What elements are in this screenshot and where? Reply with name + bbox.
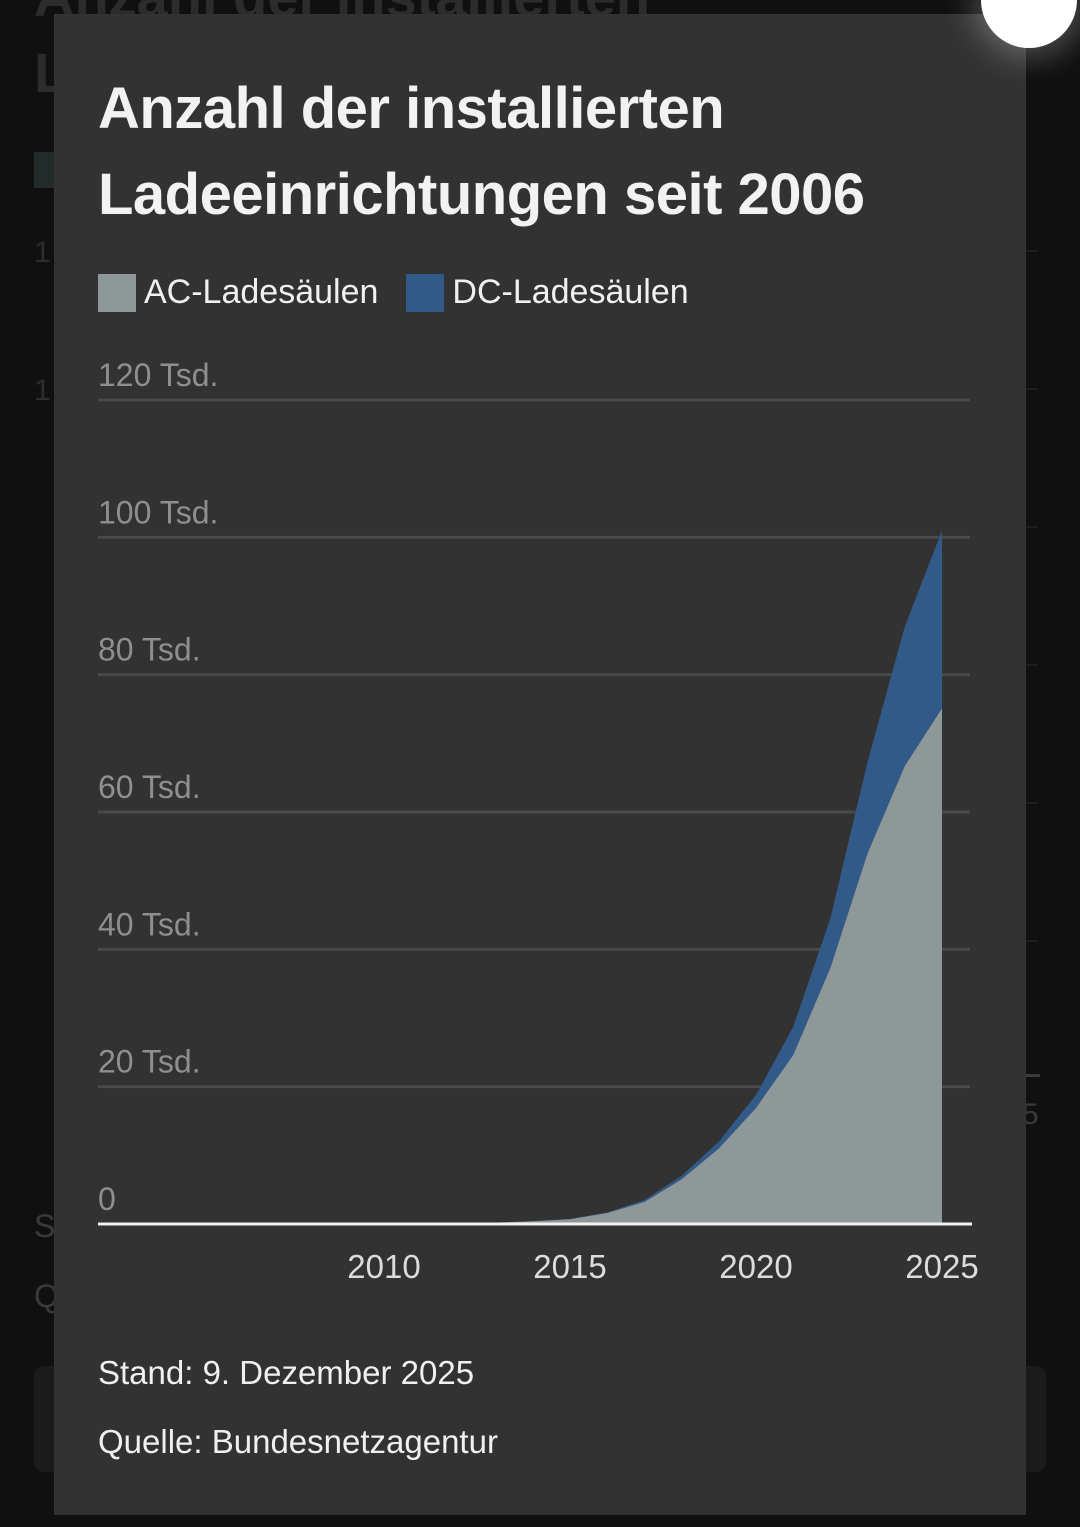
y-tick-label: 60 Tsd. bbox=[98, 769, 201, 805]
y-tick-label: 100 Tsd. bbox=[98, 494, 218, 530]
background-gridline bbox=[1026, 526, 1038, 528]
legend-label-ac: AC-Ladesäulen bbox=[144, 273, 379, 311]
legend-swatch-ac bbox=[98, 273, 136, 312]
y-tick-label: 20 Tsd. bbox=[98, 1044, 201, 1080]
legend-item-ac: AC-Ladesäulen bbox=[98, 273, 378, 312]
x-tick-label: 2025 bbox=[905, 1248, 978, 1285]
x-tick-label: 2010 bbox=[347, 1248, 420, 1285]
chart-stand-date: Stand: 9. Dezember 2025 bbox=[98, 1354, 475, 1391]
x-tick-label: 2020 bbox=[719, 1248, 792, 1285]
x-axis-ticks: 2010 2015 2020 2025 bbox=[347, 1248, 978, 1285]
background-x-axis bbox=[1026, 1074, 1040, 1077]
chart-areas bbox=[235, 530, 942, 1224]
chart-modal: Anzahl der installierten Ladeeinrichtung… bbox=[54, 0, 1077, 1515]
background-gridline bbox=[1026, 388, 1038, 390]
x-tick-label: 2015 bbox=[533, 1248, 606, 1285]
chart-source: Quelle: Bundesnetzagentur bbox=[98, 1423, 498, 1460]
background-y-tick: 1 bbox=[34, 374, 51, 407]
legend-item-dc: DC-Ladesäulen bbox=[406, 273, 689, 312]
background-gridline bbox=[1026, 940, 1038, 942]
y-tick-label: 80 Tsd. bbox=[98, 632, 201, 668]
chart-legend: AC-Ladesäulen DC-Ladesäulen bbox=[98, 273, 717, 312]
y-tick-label: 0 bbox=[98, 1181, 116, 1217]
chart-gridlines: 0 20 Tsd. 40 Tsd. 60 Tsd. 80 Tsd. 100 Tsd. 120… bbox=[98, 357, 970, 1217]
background-x-tick: 5 bbox=[1022, 1098, 1039, 1131]
background-y-tick: 1 bbox=[34, 236, 51, 269]
area-chart: 0 20 Tsd. 40 Tsd. 60 Tsd. 80 Tsd. 100 Tsd. 120… bbox=[98, 357, 979, 1285]
background-gridline bbox=[1026, 664, 1038, 666]
y-tick-label: 120 Tsd. bbox=[98, 357, 218, 393]
legend-label-dc: DC-Ladesäulen bbox=[452, 273, 689, 311]
background-gridline bbox=[1026, 250, 1038, 252]
chart-title: Anzahl der installierten Ladeeinrichtung… bbox=[98, 76, 865, 227]
ac-area bbox=[235, 708, 942, 1224]
background-footnote: S bbox=[34, 1208, 56, 1244]
background-gridline bbox=[1026, 802, 1038, 804]
legend-swatch-dc bbox=[406, 273, 445, 312]
y-tick-label: 40 Tsd. bbox=[98, 906, 201, 942]
